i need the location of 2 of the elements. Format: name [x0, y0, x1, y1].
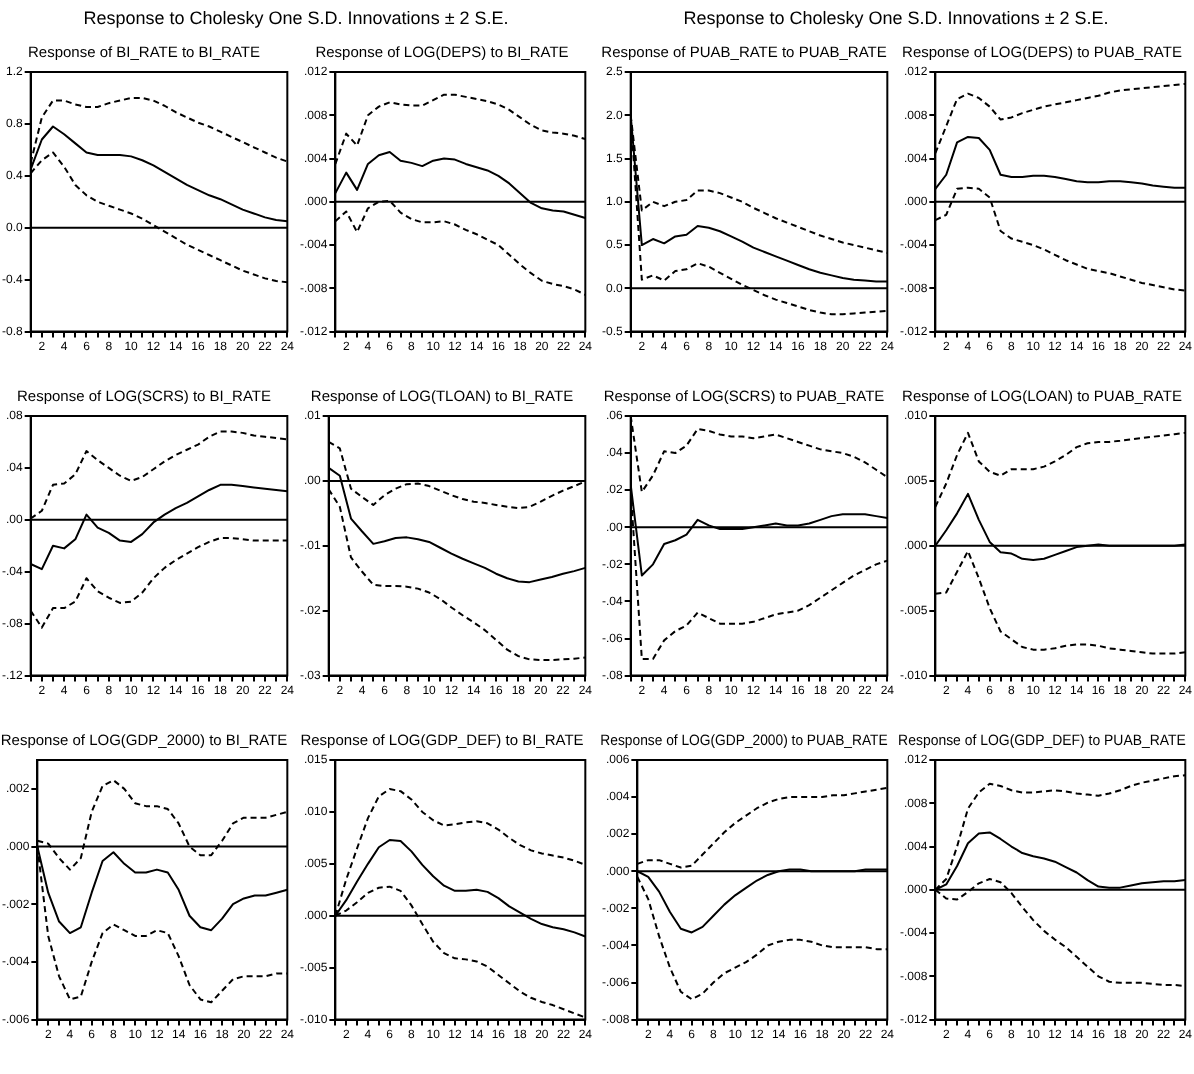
text: Response to Cholesky One S.D. Innovations ± 2 S.E.: [681, 8, 1111, 28]
text: Response to Cholesky One S.D. Innovations ± 2 S.E.: [81, 8, 511, 28]
